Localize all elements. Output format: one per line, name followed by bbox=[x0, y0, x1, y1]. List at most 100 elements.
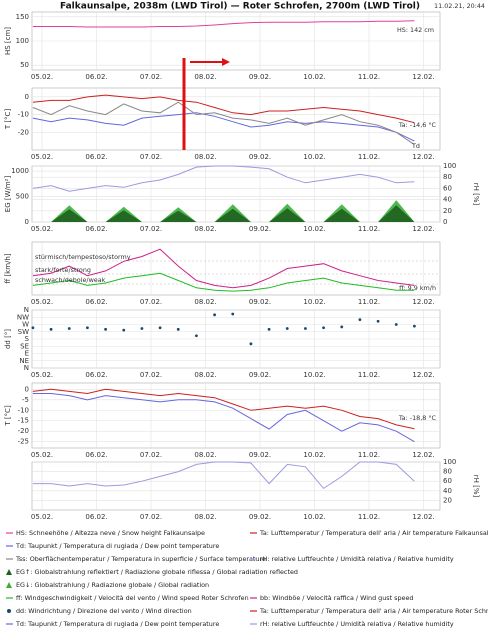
point bbox=[340, 325, 344, 329]
x-tick-label: 07.02. bbox=[140, 371, 162, 379]
legend-label: rH: relative Luftfeuchte / Umidità relat… bbox=[260, 555, 454, 563]
y-tick-label: 1000 bbox=[11, 167, 29, 175]
y2-tick-label: 60 bbox=[443, 477, 452, 485]
point bbox=[140, 327, 144, 330]
y-tick-label: 0 bbox=[25, 218, 29, 226]
x-tick-label: 11.02. bbox=[358, 73, 380, 81]
x-tick-label: 09.02. bbox=[249, 513, 271, 521]
plot-area bbox=[31, 382, 441, 449]
point bbox=[394, 323, 398, 326]
y-tick-label: -20 bbox=[18, 128, 29, 136]
x-tick-label: 10.02. bbox=[303, 371, 325, 379]
x-tick-label: 09.02. bbox=[249, 225, 271, 233]
y-axis-label: T [°C] bbox=[4, 109, 12, 131]
y-tick-label: 50 bbox=[20, 61, 29, 69]
legend-label: HS: Schneehöhe / Altezza neve / Snow hei… bbox=[16, 529, 205, 537]
x-tick-label: 05.02. bbox=[31, 371, 53, 379]
x-tick-label: 05.02. bbox=[31, 73, 53, 81]
point bbox=[176, 327, 180, 331]
y-tick-label: 0 bbox=[25, 93, 29, 101]
line bbox=[32, 101, 415, 146]
y-tick-label: 100 bbox=[16, 37, 29, 45]
legend-label: Ta: Lufttemperatur / Temperatura dell' a… bbox=[259, 607, 488, 615]
x-tick-label: 10.02. bbox=[303, 153, 325, 161]
x-tick-label: 08.02. bbox=[194, 298, 216, 306]
y-tick-label: 0 bbox=[25, 385, 29, 393]
x-tick-label: 08.02. bbox=[194, 153, 216, 161]
y-tick-label: -25 bbox=[18, 438, 29, 446]
y-axis-label: T [°C] bbox=[4, 405, 12, 427]
x-tick-label: 06.02. bbox=[85, 371, 107, 379]
annotation: stürmisch/tempestoso/stormy bbox=[35, 253, 131, 261]
y2-axis-label: rH [%] bbox=[472, 475, 480, 498]
y-tick-label: SW bbox=[18, 328, 29, 336]
x-tick-label: 12.02. bbox=[412, 73, 434, 81]
x-tick-label: 05.02. bbox=[31, 298, 53, 306]
line bbox=[32, 272, 415, 292]
annotation: stark/forte/strong bbox=[35, 266, 91, 274]
x-tick-label: 11.02. bbox=[358, 371, 380, 379]
legend-swatch bbox=[6, 582, 12, 588]
legend-label: Td: Taupunkt / Temperatura di rugiada / … bbox=[15, 542, 219, 550]
legend-label: Tss: Oberflächentemperatur / Temperatura… bbox=[15, 555, 266, 563]
y2-tick-label: 40 bbox=[443, 487, 452, 495]
point bbox=[213, 313, 216, 317]
x-tick-label: 12.02. bbox=[412, 513, 434, 521]
marker-arrowhead bbox=[222, 58, 230, 66]
annotation: Ta: -18,8 °C bbox=[398, 414, 437, 422]
line bbox=[32, 248, 415, 289]
y-tick-label: S bbox=[25, 335, 30, 343]
legend-label: ff: Windgeschwindigkeit / Velocità del v… bbox=[16, 594, 249, 602]
area bbox=[32, 205, 415, 222]
y-tick-label: W bbox=[22, 321, 29, 329]
y-axis-label: HS [cm] bbox=[4, 27, 12, 55]
y-tick-label: 150 bbox=[16, 13, 29, 21]
x-tick-label: 06.02. bbox=[85, 513, 107, 521]
plot-area bbox=[31, 87, 441, 151]
x-tick-label: 12.02. bbox=[412, 153, 434, 161]
x-tick-label: 10.02. bbox=[303, 225, 325, 233]
annotation: Ta: -14,6 °C bbox=[398, 121, 437, 129]
x-tick-label: 05.02. bbox=[31, 513, 53, 521]
plot-area bbox=[31, 461, 441, 511]
y-tick-label: -5 bbox=[22, 396, 29, 404]
line bbox=[32, 461, 415, 490]
x-tick-label: 11.02. bbox=[358, 513, 380, 521]
point bbox=[49, 327, 53, 331]
line bbox=[32, 165, 415, 192]
y-tick-label: SE bbox=[20, 342, 29, 350]
x-tick-label: 06.02. bbox=[85, 73, 107, 81]
point bbox=[86, 326, 89, 330]
legend-swatch bbox=[6, 569, 12, 575]
x-tick-label: 09.02. bbox=[249, 153, 271, 161]
point bbox=[31, 326, 35, 330]
y-tick-label: -15 bbox=[18, 417, 29, 425]
legend-label: Td: Taupunkt / Temperatura di rugiada / … bbox=[15, 620, 219, 628]
x-tick-label: 09.02. bbox=[249, 451, 271, 459]
line bbox=[32, 20, 415, 28]
x-tick-label: 05.02. bbox=[31, 225, 53, 233]
point bbox=[104, 327, 107, 331]
legend-label: Ta: Lufttemperatur / Temperatura dell' a… bbox=[259, 529, 488, 537]
point bbox=[358, 318, 362, 322]
y2-tick-label: 40 bbox=[443, 196, 452, 204]
point bbox=[376, 319, 380, 323]
x-tick-label: 12.02. bbox=[412, 298, 434, 306]
point bbox=[231, 312, 235, 316]
line bbox=[32, 388, 415, 430]
x-tick-label: 09.02. bbox=[249, 73, 271, 81]
y2-tick-label: 100 bbox=[443, 162, 456, 170]
x-tick-label: 05.02. bbox=[31, 153, 53, 161]
y2-tick-label: 60 bbox=[443, 184, 452, 192]
y2-tick-label: 20 bbox=[443, 496, 452, 504]
annotation: Td bbox=[411, 142, 420, 150]
point bbox=[322, 326, 325, 330]
x-tick-label: 08.02. bbox=[194, 225, 216, 233]
point bbox=[158, 326, 162, 330]
x-tick-label: 10.02. bbox=[303, 451, 325, 459]
y-tick-label: -10 bbox=[18, 406, 29, 414]
y2-axis-label: rH [%] bbox=[472, 183, 480, 206]
x-tick-label: 06.02. bbox=[85, 451, 107, 459]
x-tick-label: 07.02. bbox=[140, 513, 162, 521]
x-tick-label: 07.02. bbox=[140, 73, 162, 81]
